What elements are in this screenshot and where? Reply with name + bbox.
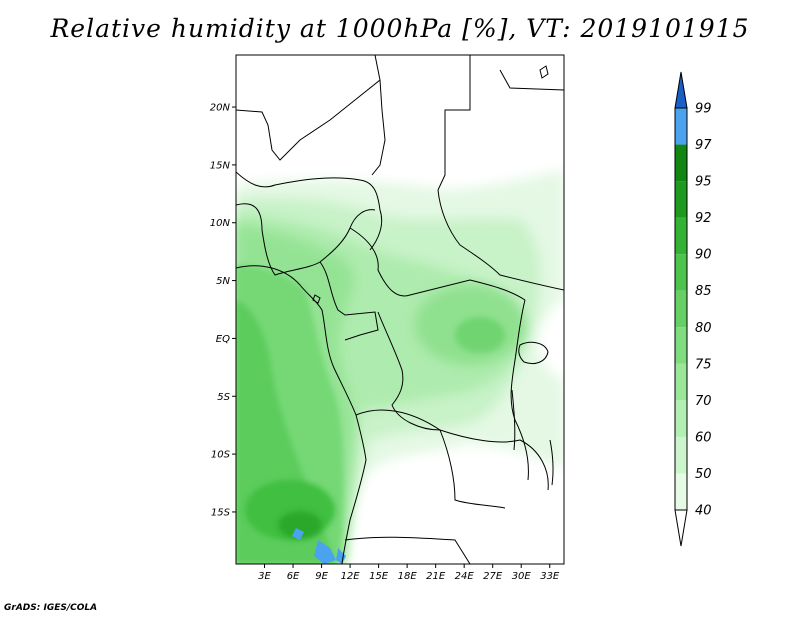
lake-malawi: [549, 439, 554, 486]
colorbar-label: 97: [695, 138, 712, 153]
colorbar-segment: [675, 254, 687, 291]
colorbar-frame: [674, 107, 688, 511]
lon-tick-label: 33E: [540, 571, 560, 582]
humidity-saturated-patch: [292, 528, 304, 540]
colorbar-segment: [675, 290, 687, 328]
lon-tick-label: 18E: [398, 571, 418, 582]
colorbar-label: 99: [695, 102, 712, 117]
lake-island: [312, 294, 321, 304]
border-nigeria: [236, 203, 376, 276]
lon-tick-label: 27E: [483, 571, 503, 582]
lon-tick-label: 12E: [341, 571, 361, 582]
colorbar-label: 95: [695, 175, 712, 190]
humidity-core-south-inner: [278, 511, 322, 539]
border-sudan: [437, 189, 564, 291]
map-title: Relative humidity at 1000hPa [%], VT: 20…: [50, 14, 750, 43]
colorbar-label: 60: [695, 430, 712, 445]
colorbar-label: 75: [695, 357, 712, 372]
border-cameroon: [319, 261, 379, 341]
colorbar-segment: [675, 400, 687, 437]
lat-tick-label: 5S: [217, 392, 230, 403]
colorbar-segment: [675, 217, 687, 255]
lon-tick-label: 21E: [426, 571, 446, 582]
colorbar-label: 80: [695, 321, 712, 336]
lon-tick-label: 6E: [287, 571, 300, 582]
lake-victoria: [518, 341, 549, 365]
colorbar-label: 40: [695, 504, 712, 519]
lake-island: [539, 65, 549, 79]
lon-tick-label: 30E: [512, 571, 532, 582]
colorbar-label: 70: [695, 394, 712, 409]
colorbar-label: 90: [695, 248, 712, 263]
humidity-field: [236, 55, 564, 564]
lat-tick-label: 5N: [216, 276, 230, 287]
lat-tick-label: 20N: [210, 103, 231, 114]
border-drc-east: [510, 299, 529, 481]
border-congo: [377, 311, 441, 431]
lat-tick-label: 10S: [211, 450, 231, 461]
coastline-west: [236, 265, 367, 564]
border-car: [349, 227, 526, 301]
border-north-3: [437, 55, 471, 191]
colorbar-segment: [675, 327, 687, 364]
lat-tick-label: 15S: [211, 507, 231, 518]
humidity-saturated-patch: [314, 540, 336, 564]
border-angola: [355, 409, 506, 509]
border-zambia: [439, 429, 549, 491]
lon-axis: 3E 6E 9E 12E 15E 18E 21E 24E 27E 30E 33E: [258, 564, 560, 582]
colorbar-label: 85: [695, 284, 712, 299]
colorbar-segment: [675, 181, 687, 218]
border-north-2: [371, 79, 386, 176]
lat-tick-label: EQ: [216, 334, 230, 345]
map-frame: [235, 54, 565, 565]
border-east: [499, 69, 564, 91]
humidity-saturated-patch: [336, 548, 346, 564]
border-north: [236, 55, 381, 161]
colorbar-segment: [675, 108, 687, 145]
colorbar-high-arrow: [674, 71, 688, 109]
lon-tick-label: 3E: [258, 571, 271, 582]
lake-tanganyika: [511, 389, 516, 451]
colorbar-segment: [675, 363, 687, 401]
credit-label: GrADS: IGES/COLA: [4, 603, 98, 613]
colorbar-low-arrow: [674, 509, 688, 547]
border-namibia: [344, 536, 471, 564]
border-sahel: [236, 171, 383, 251]
lon-tick-label: 24E: [455, 571, 475, 582]
colorbar-label: 92: [695, 211, 712, 226]
lon-tick-label: 9E: [315, 571, 328, 582]
colorbar: 40 50 60 70 75 80 85 90 92 95 97 99: [674, 71, 712, 547]
country-borders: [236, 55, 564, 564]
lat-axis: 20N 15N 10N 5N EQ 5S 10S 15S: [210, 103, 236, 518]
lat-tick-label: 10N: [210, 218, 231, 229]
colorbar-segment: [675, 436, 687, 474]
colorbar-label: 50: [695, 467, 712, 482]
colorbar-segment: [675, 473, 687, 510]
humidity-core-congo-inner: [455, 317, 505, 353]
lat-tick-label: 15N: [210, 160, 231, 171]
lon-tick-label: 15E: [369, 571, 389, 582]
colorbar-segment: [675, 144, 687, 182]
